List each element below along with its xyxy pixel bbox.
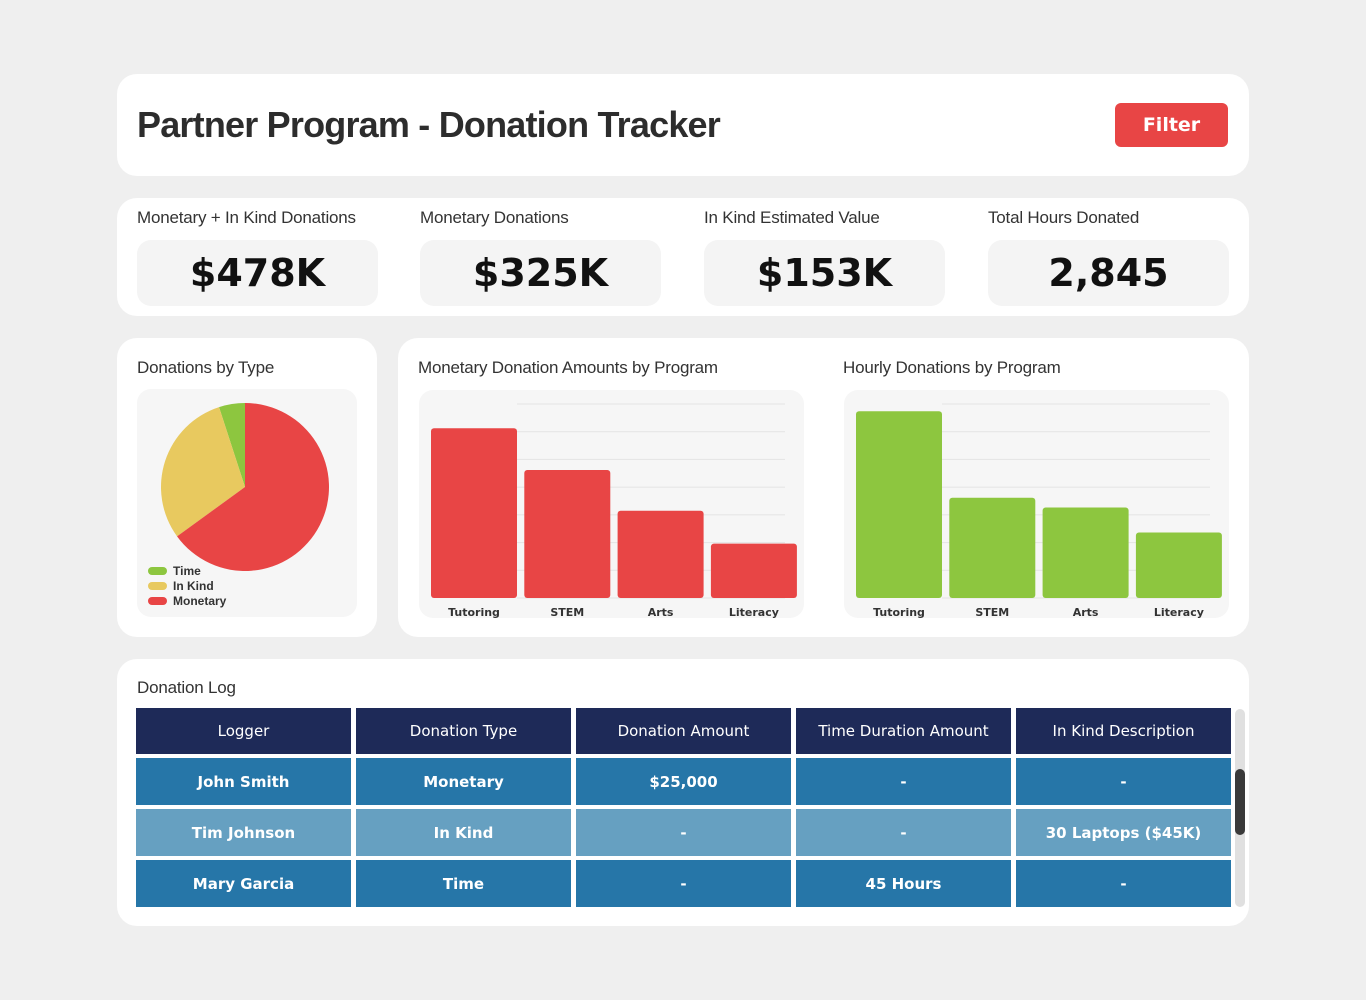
cell-donation-amount: $25,000 (576, 758, 791, 805)
bar-arts (617, 510, 704, 598)
page-title: Partner Program - Donation Tracker (137, 104, 721, 145)
cell-donation-type: Monetary (356, 758, 571, 805)
pie-chart-title: Donations by Type (137, 358, 275, 377)
legend-item-in-kind: In Kind (148, 578, 226, 593)
kpi-monetary: Monetary Donations $325K (420, 198, 661, 316)
donation-log-card: Donation Log Logger Donation Type Donati… (117, 659, 1249, 926)
x-tick-label: Literacy (729, 606, 779, 618)
x-tick-label: STEM (975, 606, 1009, 618)
table-header-row: Logger Donation Type Donation Amount Tim… (136, 708, 1231, 754)
bar-stem (524, 469, 611, 598)
column-header-time-duration[interactable]: Time Duration Amount (796, 708, 1011, 754)
monetary-bar-chart: Tutoring STEM Arts Literacy (431, 403, 797, 618)
filter-button[interactable]: Filter (1115, 103, 1228, 147)
bar-literacy (1135, 532, 1222, 598)
donations-by-type-card: Donations by Type Time In Kind Monetary (117, 338, 377, 637)
bar-tutoring (856, 411, 942, 598)
cell-time-duration: - (796, 758, 1011, 805)
pie-chart-box: Time In Kind Monetary (137, 389, 357, 617)
pie-slice-time (219, 403, 245, 487)
table-row[interactable]: Tim Johnson In Kind - - 30 Laptops ($45K… (136, 809, 1231, 856)
monetary-chart-box: Tutoring STEM Arts Literacy (419, 390, 804, 618)
x-tick-label: Tutoring (873, 606, 925, 618)
pie-chart (161, 403, 329, 571)
cell-donation-type: Time (356, 860, 571, 907)
x-tick-label: STEM (550, 606, 584, 618)
table-row[interactable]: Mary Garcia Time - 45 Hours - (136, 860, 1231, 907)
kpi-value: 2,845 (988, 240, 1229, 306)
legend-label: In Kind (173, 578, 214, 593)
cell-donation-amount: - (576, 860, 791, 907)
kpi-label: Monetary + In Kind Donations (137, 208, 356, 227)
pie-slice-monetary (177, 403, 329, 571)
kpi-monetary-in-kind: Monetary + In Kind Donations $478K (137, 198, 378, 316)
legend-item-time: Time (148, 563, 226, 578)
x-tick-label: Literacy (1154, 606, 1204, 618)
kpi-value: $478K (137, 240, 378, 306)
kpi-card: Monetary + In Kind Donations $478K Monet… (117, 198, 1249, 316)
legend-swatch-time (148, 566, 167, 575)
pie-slice-in-kind (161, 407, 245, 537)
legend-label: Monetary (173, 593, 227, 608)
kpi-total-hours: Total Hours Donated 2,845 (988, 198, 1229, 316)
donation-log-table: Logger Donation Type Donation Amount Tim… (131, 704, 1236, 911)
hourly-bar-chart: Tutoring STEM Arts Literacy (856, 403, 1222, 618)
x-tick-label: Arts (648, 606, 674, 618)
kpi-label: Total Hours Donated (988, 208, 1140, 227)
table-row[interactable]: John Smith Monetary $25,000 - - (136, 758, 1231, 805)
hourly-chart-title: Hourly Donations by Program (843, 358, 1061, 377)
cell-in-kind-description: 30 Laptops ($45K) (1016, 809, 1231, 856)
cell-in-kind-description: - (1016, 860, 1231, 907)
column-header-donation-type[interactable]: Donation Type (356, 708, 571, 754)
cell-logger: John Smith (136, 758, 351, 805)
cell-donation-amount: - (576, 809, 791, 856)
pie-legend: Time In Kind Monetary (148, 563, 226, 608)
kpi-label: Monetary Donations (420, 208, 569, 227)
cell-time-duration: - (796, 809, 1011, 856)
column-header-in-kind-description[interactable]: In Kind Description (1016, 708, 1231, 754)
table-scrollbar-thumb[interactable] (1235, 769, 1245, 835)
column-header-logger[interactable]: Logger (136, 708, 351, 754)
program-charts-card: Monetary Donation Amounts by Program Tut… (398, 338, 1249, 637)
table-scrollbar[interactable] (1235, 709, 1245, 907)
cell-logger: Tim Johnson (136, 809, 351, 856)
header-card: Partner Program - Donation Tracker Filte… (117, 74, 1249, 176)
kpi-value: $153K (704, 240, 945, 306)
kpi-label: In Kind Estimated Value (704, 208, 880, 227)
x-tick-label: Tutoring (448, 606, 500, 618)
x-tick-label: Arts (1073, 606, 1099, 618)
cell-logger: Mary Garcia (136, 860, 351, 907)
cell-time-duration: 45 Hours (796, 860, 1011, 907)
cell-donation-type: In Kind (356, 809, 571, 856)
bar-literacy (710, 543, 797, 598)
monetary-chart-title: Monetary Donation Amounts by Program (418, 358, 718, 377)
legend-swatch-monetary (148, 596, 167, 605)
legend-swatch-in-kind (148, 581, 167, 590)
legend-label: Time (173, 563, 201, 578)
kpi-value: $325K (420, 240, 661, 306)
bar-arts (1042, 507, 1129, 598)
bar-tutoring (431, 428, 517, 598)
cell-in-kind-description: - (1016, 758, 1231, 805)
donation-log-title: Donation Log (137, 678, 236, 697)
kpi-in-kind-value: In Kind Estimated Value $153K (704, 198, 945, 316)
column-header-donation-amount[interactable]: Donation Amount (576, 708, 791, 754)
legend-item-monetary: Monetary (148, 593, 226, 608)
hourly-chart-box: Tutoring STEM Arts Literacy (844, 390, 1229, 618)
bar-stem (949, 497, 1036, 598)
